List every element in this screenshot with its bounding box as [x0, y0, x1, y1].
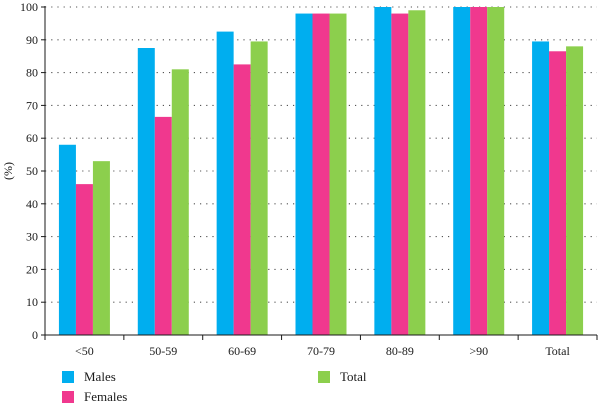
y-axis-ticks: 0 10 20 30 40 50 60 70 80 90 100 — [20, 0, 45, 342]
x-category-label: 60-69 — [228, 344, 256, 358]
bar-females-4 — [391, 13, 409, 336]
bar-males-3 — [295, 13, 313, 336]
legend-swatch-females — [62, 391, 74, 403]
bar-males-0 — [58, 144, 76, 335]
y-tick-label: 100 — [20, 0, 38, 14]
bar-females-5 — [470, 7, 488, 335]
legend-label-females: Females — [84, 389, 127, 404]
bar-males-1 — [137, 48, 155, 335]
y-tick-label: 60 — [26, 131, 38, 145]
bar-total-5 — [487, 7, 505, 335]
y-tick-label: 80 — [26, 66, 38, 80]
y-tick-label: 20 — [26, 262, 38, 276]
legend-swatch-total — [318, 371, 330, 383]
bar-males-6 — [532, 41, 550, 335]
legend-label-total: Total — [340, 369, 367, 384]
x-axis-categories: <50 50-59 60-69 70-79 80-89 >90 Total — [44, 335, 598, 358]
x-category-label: 50-59 — [149, 344, 177, 358]
bar-females-2 — [233, 64, 251, 336]
bar-males-4 — [374, 7, 392, 335]
y-tick-label: 50 — [26, 164, 38, 178]
bar-total-2 — [250, 41, 268, 335]
y-tick-label: 70 — [26, 98, 38, 112]
y-tick-label: 0 — [32, 328, 38, 342]
bar-total-3 — [329, 13, 347, 336]
bar-females-3 — [312, 13, 330, 336]
bars — [58, 7, 584, 336]
gridlines — [45, 6, 597, 303]
y-tick-label: 40 — [26, 197, 38, 211]
legend-label-males: Males — [84, 369, 116, 384]
legend: Males Females Total — [62, 369, 367, 404]
y-tick-label: 30 — [26, 230, 38, 244]
x-category-label: <50 — [75, 344, 94, 358]
bar-total-1 — [171, 69, 189, 335]
y-axis-label: (%) — [1, 162, 15, 180]
y-tick-label: 10 — [26, 295, 38, 309]
x-category-label: 80-89 — [386, 344, 414, 358]
legend-swatch-males — [62, 371, 74, 383]
bar-males-2 — [216, 31, 234, 335]
bar-females-1 — [154, 116, 172, 335]
x-category-label: 70-79 — [307, 344, 335, 358]
bar-males-5 — [453, 7, 471, 335]
bar-total-6 — [566, 46, 584, 336]
y-tick-label: 90 — [26, 33, 38, 47]
x-category-label: >90 — [469, 344, 488, 358]
x-category-label: Total — [545, 344, 570, 358]
bar-females-6 — [549, 51, 567, 335]
bar-females-0 — [75, 184, 93, 335]
bar-total-4 — [408, 10, 426, 336]
bar-total-0 — [92, 161, 110, 335]
